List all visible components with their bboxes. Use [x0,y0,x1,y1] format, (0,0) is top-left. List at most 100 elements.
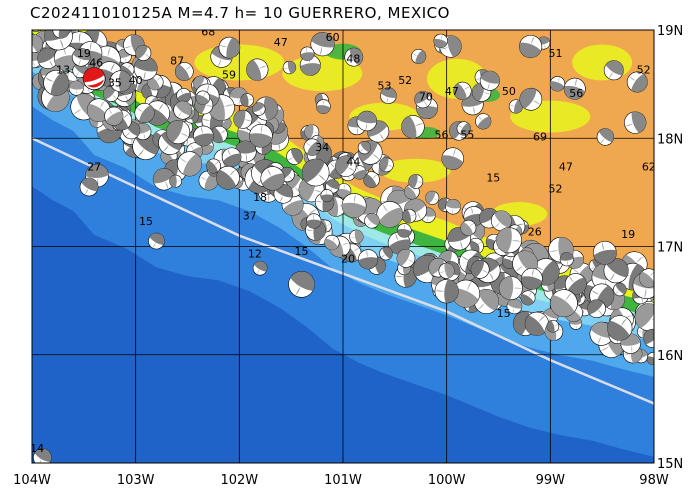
focal-mechanism [401,208,417,224]
mechanism-label: 15 [139,215,153,228]
focal-mechanism [520,290,536,306]
focal-mechanism [36,0,51,6]
focal-mechanism [587,299,606,319]
focal-mechanism [195,90,211,105]
focal-mechanism [260,166,285,191]
focal-mechanism [341,193,367,218]
focal-mechanism [65,5,80,20]
focal-mechanism [379,246,393,261]
focal-mechanism [363,171,380,188]
mechanism-label: 20 [341,253,355,266]
mechanism-label: 15 [486,172,500,185]
mechanism-label: 52 [549,182,563,195]
focal-mechanism [441,147,464,170]
focal-mechanism [411,48,427,65]
focal-mechanism [401,115,425,139]
focal-mechanism [456,121,471,136]
mechanism-label: 14 [30,442,44,455]
focal-mechanism [71,47,91,67]
mechanism-label: 59 [222,69,236,82]
focal-mechanism [33,448,52,463]
focal-mechanism [613,282,627,297]
focal-mechanism [358,249,379,270]
focal-mechanism [324,234,340,251]
focal-mechanism [564,273,587,295]
mechanism-label: 52 [398,74,412,87]
focal-mechanism [496,227,522,254]
focal-mechanism [169,174,182,188]
x-tick-label: 103W [117,473,155,488]
focal-mechanism [252,102,266,116]
focal-mechanism [320,189,334,203]
focal-mechanism [634,303,654,332]
focal-mechanism [173,100,193,120]
x-tick-label: 101W [324,473,362,488]
focal-mechanism [206,158,221,174]
focal-mechanism [240,93,254,107]
focal-mechanism [396,249,416,268]
mechanism-label: 60 [326,31,340,44]
mechanism-label: 19 [77,47,91,60]
mechanism-label: 26 [528,226,542,239]
y-tick-label: 15N [657,457,683,472]
mechanism-label: 62 [642,161,656,174]
x-tick-label: 100W [428,473,466,488]
focal-mechanism [475,113,492,130]
focal-mechanism [643,328,654,349]
focal-mechanism [286,148,303,165]
highlight-event: 46 [82,57,106,91]
focal-mechanism [408,174,424,189]
x-tick-label: 98W [639,473,669,488]
mechanism-label: 70 [419,90,433,103]
focal-mechanism [152,168,176,191]
mechanism-label: 15 [295,245,309,258]
mechanism-label: 56 [434,128,448,141]
focal-mechanism [425,190,440,205]
focal-mechanism [549,76,566,92]
mechanism-label: 19 [621,228,635,241]
mechanism-label: 37 [243,209,257,222]
map-frame [31,29,655,464]
focal-mechanism [174,62,194,81]
focal-mechanism [357,141,371,155]
mechanism-label: 48 [346,52,360,65]
focal-mechanism [519,34,543,59]
focal-mechanism [134,102,155,123]
mechanism-label: 53 [377,80,391,93]
focal-mechanisms [32,0,654,463]
mechanism-label: 69 [533,130,547,143]
mechanism-label: 87 [170,55,184,68]
focal-mechanism [104,106,124,126]
x-tick-label: 99W [536,473,566,488]
highlight-event-mechanism [82,67,106,91]
focal-mechanism [607,315,633,341]
mechanism-label: 55 [460,128,474,141]
focal-mechanism [79,177,99,197]
y-axis-ticks: 19N 18N 17N 16N 15N [657,24,683,472]
mechanism-label: 68 [201,25,215,38]
y-tick-label: 19N [657,24,683,39]
focal-mechanism [452,279,481,308]
mechanism-label: 35 [108,76,122,89]
focal-mechanism [148,232,165,250]
focal-mechanism [310,32,335,57]
mechanism-label: 24 [30,20,44,33]
mechanism-label: 13 [56,63,70,76]
focal-mechanism [521,267,543,290]
focal-mechanism [210,125,228,144]
focal-mechanism [193,125,214,147]
mechanism-label: 50 [502,85,516,98]
focal-mechanism [246,58,269,81]
focal-mechanism [596,128,615,146]
focal-mechanism [414,90,432,109]
focal-mechanism [490,210,512,232]
focal-mechanism [52,30,70,39]
mechanism-label: 52 [637,63,651,76]
focal-mechanism [288,271,315,298]
focal-mechanism [349,229,364,244]
focal-mechanism [624,111,647,134]
focal-mechanism [306,213,322,229]
focal-mechanism [221,147,242,167]
focal-mechanism [218,36,241,59]
